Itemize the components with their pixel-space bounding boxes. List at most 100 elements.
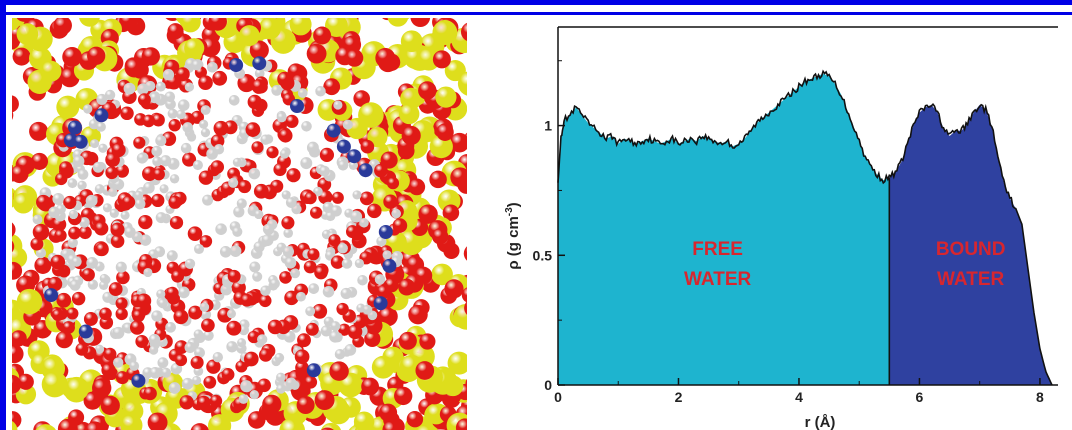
ion-atom [78,324,93,339]
ion-atom [68,120,82,135]
x-tick-label: 4 [795,389,803,405]
hydrogen-atom [199,119,209,129]
hydrogen-atom [152,156,163,167]
hydrogen-atom [232,157,242,167]
silicon-atom [120,414,143,430]
hydrogen-atom [151,145,163,157]
hydrogen-atom [276,383,286,394]
hydrogen-atom [357,274,368,286]
oxygen-atom [198,75,213,91]
oxygen-atom [99,307,112,321]
hydrogen-atom [200,127,211,138]
oxygen-atom [142,114,155,128]
oxygen-atom [105,166,119,180]
oxygen-atom [418,204,438,224]
hydrogen-atom [240,380,253,393]
oxygen-atom [81,268,95,282]
hydrogen-atom [134,190,144,200]
y-tick-label: 0 [544,377,552,393]
hydrogen-atom [87,279,99,290]
bound-water-area [889,104,1052,386]
oxygen-atom [135,334,149,349]
silicon-atom [15,384,37,405]
oxygen-atom [78,225,92,240]
hydrogen-atom [155,81,166,92]
oxygen-atom [367,203,382,219]
hydrogen-atom [254,68,265,79]
density-curve [557,69,1053,386]
oxygen-atom [267,319,283,335]
oxygen-atom [29,121,49,141]
oxygen-atom [297,333,311,348]
hydrogen-atom [200,309,212,320]
oxygen-atom [101,363,116,378]
hydrogen-atom [177,99,190,112]
hydrogen-atom [376,236,387,247]
hydrogen-atom [254,209,264,220]
hydrogen-atom [226,341,238,353]
hydrogen-atom [232,226,243,237]
oxygen-atom [56,292,72,308]
hydrogen-atom [193,243,205,255]
oxygen-atom [226,320,242,336]
hydrogen-atom [79,217,90,228]
y-axis-label: ρ (g cm-3) [504,202,522,269]
oxygen-atom [55,172,68,186]
hydrogen-atom [112,326,125,339]
oxygen-atom [463,246,467,261]
hydrogen-atom [191,59,203,71]
hydrogen-atom [344,344,357,356]
oxygen-atom [314,265,328,280]
oxygen-atom [408,304,428,325]
oxygen-atom [110,234,125,248]
oxygen-atom [415,361,435,380]
oxygen-atom [199,235,213,248]
silicon-atom [184,38,205,59]
oxygen-atom [243,351,259,367]
oxygen-atom [169,215,184,230]
hydrogen-atom [233,206,245,218]
hydrogen-atom [305,306,316,317]
hydrogen-atom [337,243,348,254]
hydrogen-atom [108,187,118,197]
hydrogen-atom [274,352,285,363]
oxygen-atom [147,412,168,430]
hydrogen-atom [252,271,263,282]
hydrogen-atom [192,375,202,385]
hydrogen-atom [181,377,194,390]
oxygen-atom [401,125,421,146]
hydrogen-atom [159,184,169,194]
oxygen-atom [71,291,86,306]
y-tick-label: 0.5 [533,247,553,263]
oxygen-atom [432,50,451,69]
hydrogen-atom [228,94,240,106]
hydrogen-atom [182,122,194,133]
silicon-atom [453,303,467,330]
hydrogen-atom [102,203,112,213]
oxygen-atom [331,191,344,204]
oxygen-atom [296,395,315,415]
oxygen-atom [124,58,144,78]
oxygen-atom [188,305,203,320]
oxygen-atom [238,180,252,194]
y-axis-label-close: ) [505,202,522,207]
oxygen-atom [51,308,64,322]
hydrogen-atom [48,206,60,219]
oxygen-atom [258,348,273,362]
oxygen-atom [141,47,160,66]
hydrogen-atom [249,261,261,273]
oxygen-atom [361,377,379,396]
hydrogen-atom [285,197,297,208]
hydrogen-atom [148,333,161,346]
oxygen-atom [132,309,145,323]
ion-atom [378,225,393,239]
hydrogen-atom [340,287,352,300]
oxygen-atom [129,320,145,335]
hydrogen-atom [96,93,108,105]
oxygen-atom [410,18,431,27]
oxygen-atom [444,279,464,299]
hydrogen-atom [374,274,386,285]
oxygen-atom [465,378,467,389]
oxygen-atom [100,395,120,416]
oxygen-atom [212,70,228,86]
